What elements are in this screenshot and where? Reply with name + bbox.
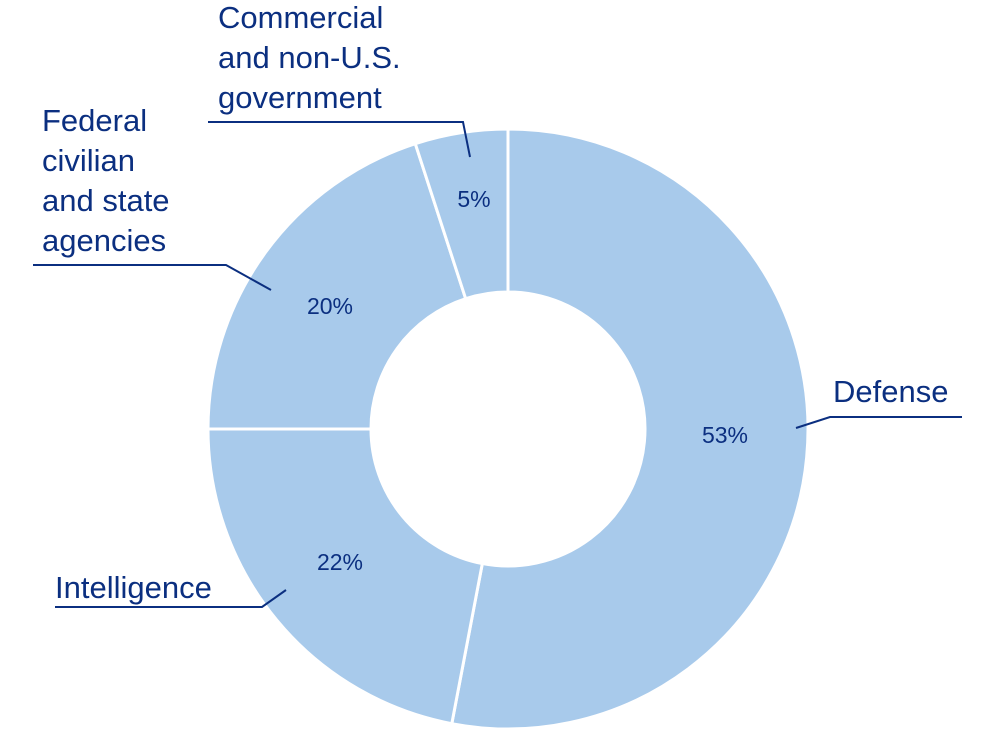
category-label-defense: Defense: [833, 374, 948, 409]
category-label-commercial-and-non-u-s-government: Commercial and non-U.S. government: [218, 0, 401, 115]
percent-label-intelligence: 22%: [317, 549, 363, 575]
category-label-line: Intelligence: [55, 570, 212, 605]
category-labels: Defense Intelligence Federal civilian and st…: [42, 0, 948, 605]
slice-intelligence: [206, 427, 485, 726]
leader-line-defense: [795, 416, 962, 429]
leader-line-intelligence: [55, 589, 287, 608]
category-label-intelligence: Intelligence: [55, 570, 212, 605]
leader-line-federal-civilian-and-state-agencies: [33, 264, 272, 291]
category-label-federal-civilian-and-state-agencies: Federal civilian and state agencies: [42, 103, 170, 258]
slice-commercial-and-non-u-s-government: [413, 127, 510, 301]
category-label-line: civilian: [42, 143, 135, 178]
leader-lines: [33, 121, 962, 608]
category-label-line: Federal: [42, 103, 147, 138]
percent-label-commercial-and-non-u-s-government: 5%: [457, 186, 490, 212]
slice-defense: [450, 127, 810, 731]
slice-federal-civilian-and-state-agencies: [206, 141, 468, 431]
category-label-line: and state: [42, 183, 170, 218]
percent-label-defense: 53%: [702, 422, 748, 448]
percent-label-federal-civilian-and-state-agencies: 20%: [307, 293, 353, 319]
percent-labels: 53% 22% 20% 5%: [307, 186, 748, 575]
donut-slices: [206, 127, 810, 731]
category-label-line: Defense: [833, 374, 948, 409]
category-label-line: and non-U.S.: [218, 40, 401, 75]
category-label-line: government: [218, 80, 382, 115]
category-label-line: Commercial: [218, 0, 383, 35]
category-label-line: agencies: [42, 223, 166, 258]
leader-line-commercial-and-non-u-s-government: [208, 121, 471, 158]
